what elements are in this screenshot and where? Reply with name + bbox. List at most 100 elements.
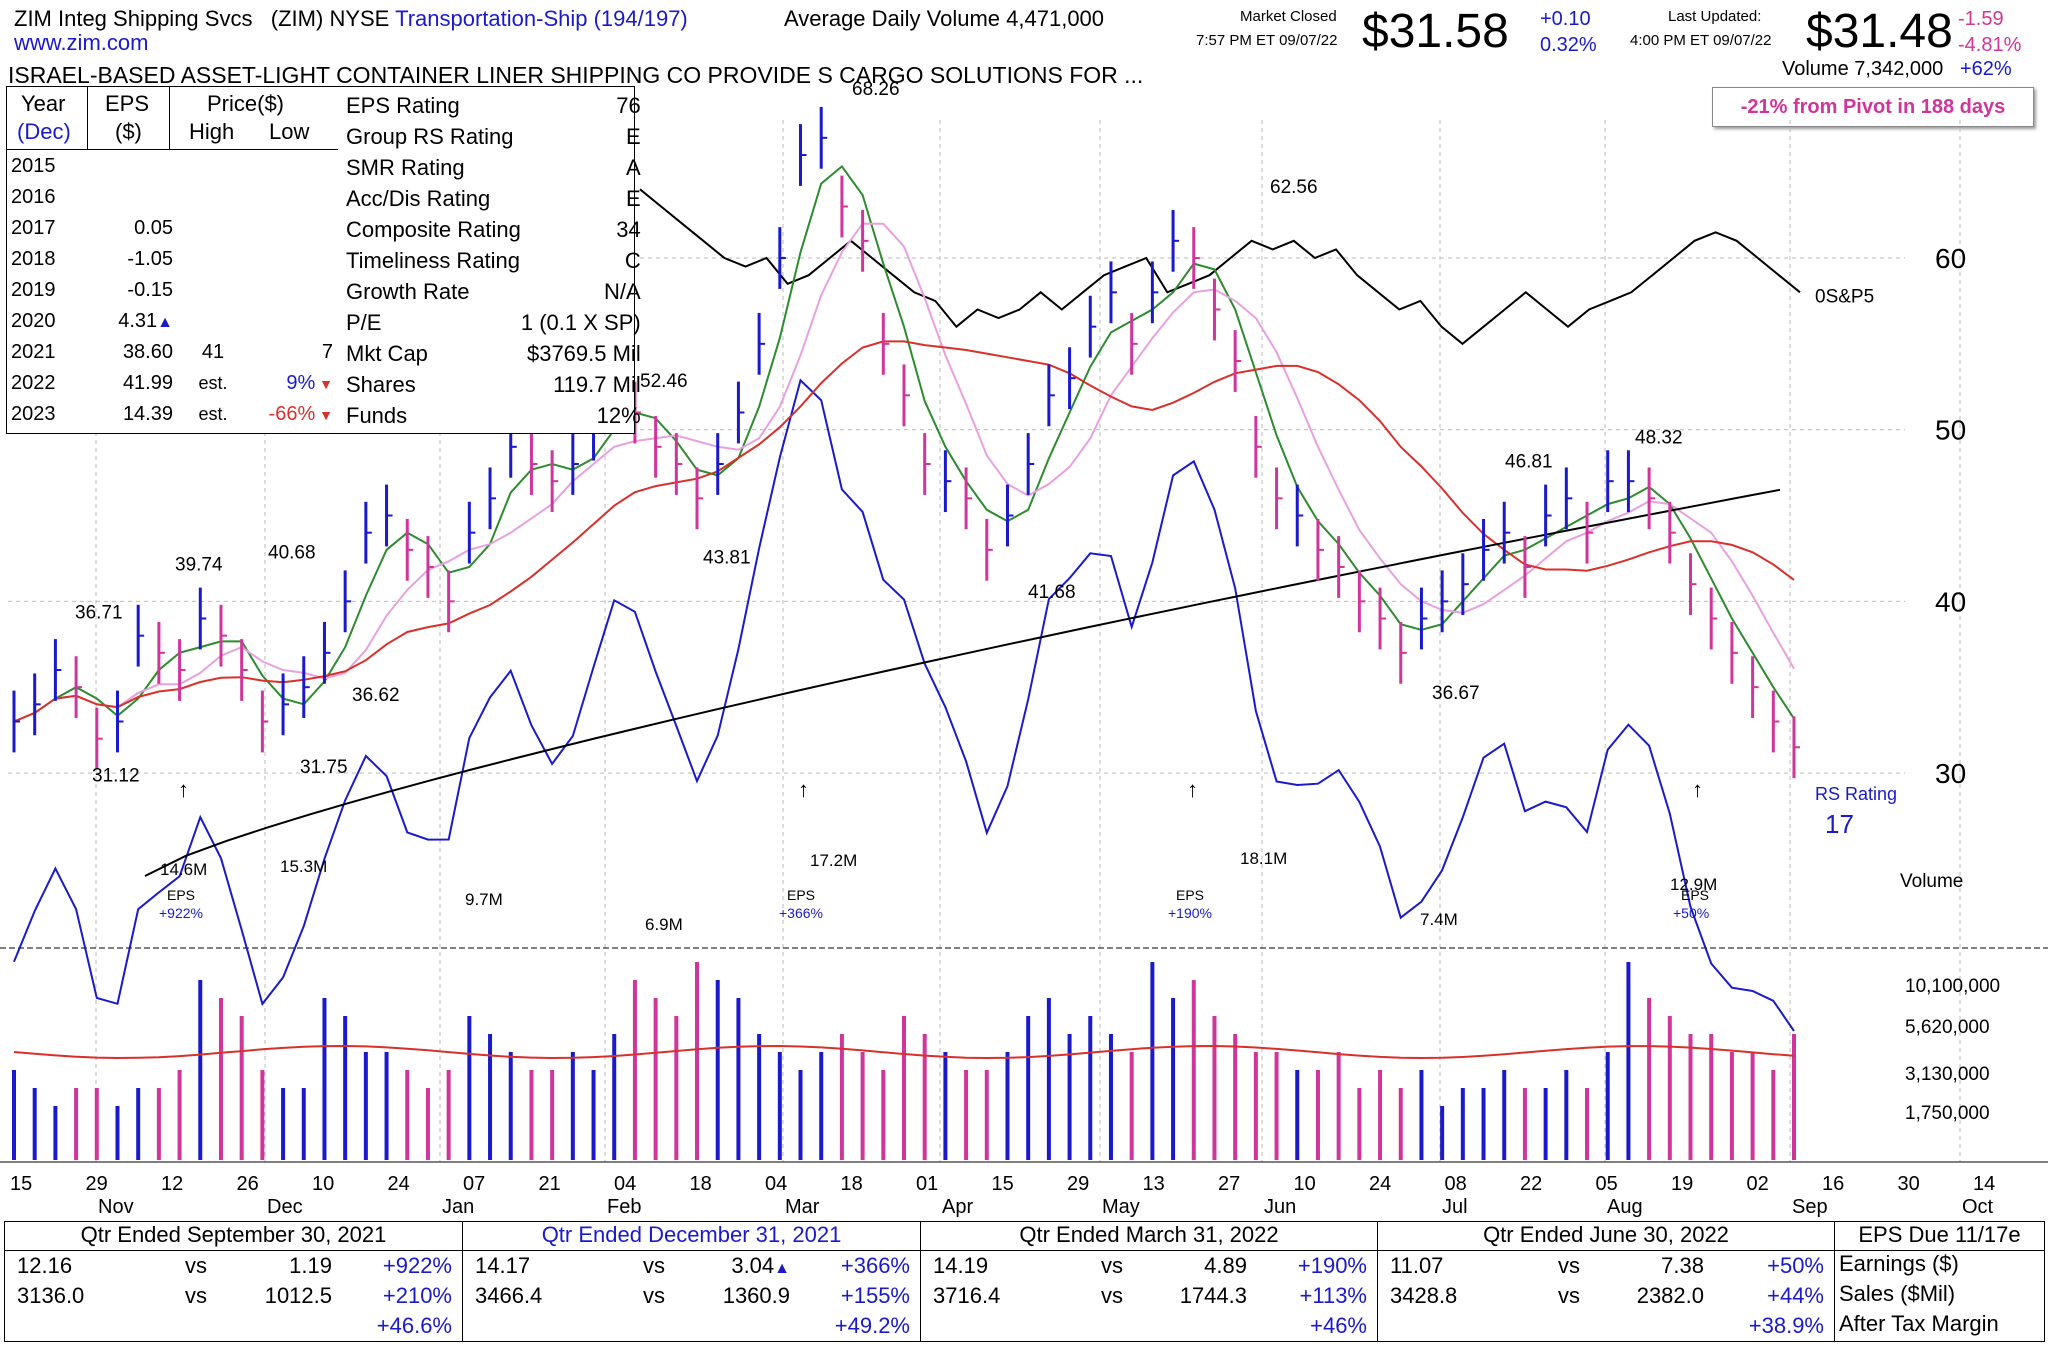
eps-table-header-low: Low [269, 119, 310, 144]
x-tick-label: 02 [1747, 1173, 1769, 1195]
rating-row: SMR Rating A [346, 152, 641, 183]
volume-tick-label: 5,620,000 [1905, 1017, 1990, 1038]
pivot-note-box: -21% from Pivot in 188 days [1712, 87, 2034, 127]
rating-row: EPS Rating 76 [346, 90, 641, 121]
eps-row: 2017 0.05 [11, 213, 333, 244]
rating-row: Growth Rate N/A [346, 276, 641, 307]
website-link[interactable]: www.zim.com [14, 30, 149, 55]
quarter-value: 3428.8 [1390, 1283, 1458, 1308]
eps-high [173, 151, 253, 182]
eps-due-label: Sales ($Mil) [1839, 1281, 1956, 1306]
quarter-value: vs [1558, 1283, 1580, 1308]
eps-low [253, 151, 333, 182]
rating-label: Mkt Cap [346, 340, 428, 366]
eps-year: 2015 [11, 155, 56, 177]
eps-marker-label: EPS [1681, 887, 1709, 903]
x-tick-label: 04 [614, 1173, 636, 1195]
x-tick-label: 13 [1143, 1173, 1165, 1195]
industry-link[interactable]: Transportation-Ship (194/197) [395, 6, 688, 31]
eps-row: 2023 14.39 est. -66% ▼ [11, 399, 333, 430]
rating-value: $3769.5 Mil [526, 340, 641, 366]
price-tick-label: 40 [1935, 586, 1966, 617]
eps-value: 38.60 [122, 341, 173, 363]
rating-value: E [626, 123, 641, 149]
x-tick-label: 16 [1822, 1173, 1844, 1195]
rating-label: SMR Rating [346, 154, 465, 180]
quarter-cell: Qtr Ended September 30, 2021 12.16 vs 1.19 +… [4, 1221, 463, 1342]
eps-marker-value: +922% [159, 905, 203, 921]
eps-value: -0.15 [127, 279, 173, 301]
quarter-cell: Qtr Ended June 30, 2022 11.07 vs 7.38 +50% 34… [1377, 1221, 1835, 1342]
x-tick-label: 22 [1520, 1173, 1542, 1195]
eps-year: 2017 [11, 217, 56, 239]
eps-row: 2021 38.60 41 7 [11, 337, 333, 368]
eps-value: -1.05 [127, 248, 173, 270]
eps-arrow-icon: ↑ [1187, 777, 1198, 802]
rating-row: Group RS Rating E [346, 121, 641, 152]
rs-rating-label: RS Rating [1815, 784, 1897, 804]
quarter-value: 1744.3 [1179, 1283, 1247, 1308]
volume-annotation: 12.9M [1670, 875, 1717, 894]
x-tick-label: 10 [312, 1173, 334, 1195]
eps-value [89, 182, 173, 213]
quarter-value: 3716.4 [933, 1283, 1001, 1308]
up-triangle-icon: ▲ [157, 314, 173, 331]
x-tick-label: 04 [765, 1173, 787, 1195]
price-annotation: 48.32 [1635, 427, 1683, 448]
volume-tick-label: 10,100,000 [1905, 976, 2000, 997]
x-tick-label: 05 [1596, 1173, 1618, 1195]
eps-high: est. [198, 404, 228, 424]
eps-arrow-icon: ↑ [798, 777, 809, 802]
quarter-value: +44% [1767, 1283, 1824, 1308]
price-tick-label: 30 [1935, 758, 1966, 789]
price-annotation: 40.68 [268, 542, 316, 563]
price-chart: 30 40 50 60 0S&P5 RS Rating 17 36.71 31.12 39.74 4… [0, 80, 2048, 1218]
quarter-cell: Qtr Ended December 31, 2021 14.17 vs 3.04▲ +… [462, 1221, 921, 1342]
rating-label: Group RS Rating [346, 123, 514, 149]
quarter-row: 14.19 vs 4.89 +190% [921, 1251, 1377, 1281]
x-tick-label: 18 [841, 1173, 863, 1195]
quarter-row: 3136.0 vs 1012.5 +210% [5, 1281, 462, 1311]
eps-marker-label: EPS [167, 887, 195, 903]
rating-value: 34 [616, 216, 641, 242]
rating-label: EPS Rating [346, 92, 460, 118]
quarter-value: vs [1101, 1283, 1123, 1308]
eps-arrow-icon: ↑ [1692, 777, 1703, 802]
quarter-header: Qtr Ended June 30, 2022 [1378, 1222, 1834, 1251]
x-tick-label: 29 [86, 1173, 108, 1195]
quarter-row: +49.2% [463, 1311, 920, 1341]
x-tick-label: 10 [1294, 1173, 1316, 1195]
quarter-value: 1360.9 [722, 1283, 790, 1308]
eps-marker-label: EPS [1176, 887, 1204, 903]
price-annotation: 31.75 [300, 757, 348, 778]
after-hours-change: +0.10 [1540, 8, 1591, 30]
sp500-label: 0S&P5 [1815, 286, 1874, 307]
eps-marker-value: +50% [1673, 905, 1709, 921]
quarter-value: +366% [840, 1253, 910, 1278]
quarter-value: vs [643, 1253, 665, 1278]
rating-value: C [624, 247, 641, 273]
quarter-value: vs [185, 1283, 207, 1308]
last-updated-label: Last Updated: [1668, 8, 1762, 25]
eps-year: 2019 [11, 279, 56, 301]
eps-low [253, 244, 333, 275]
volume-annotation: 18.1M [1240, 849, 1287, 868]
price-annotation: 41.68 [1028, 582, 1076, 603]
month-label: Jul [1442, 1196, 1468, 1218]
quarter-row: 3716.4 vs 1744.3 +113% [921, 1281, 1377, 1311]
eps-value [89, 151, 173, 182]
rating-value: E [626, 185, 641, 211]
x-tick-label: 29 [1067, 1173, 1089, 1195]
quarter-row: +38.9% [1378, 1311, 1834, 1341]
quarter-value: +210% [382, 1283, 452, 1308]
rating-label: Funds [346, 402, 408, 428]
eps-value: 4.31▲ [118, 310, 173, 332]
eps-due-cell: EPS Due 11/17e Earnings ($) Sales ($Mil) Af… [1834, 1221, 2045, 1342]
quarter-row: 3466.4 vs 1360.9 +155% [463, 1281, 920, 1311]
month-label: Jan [442, 1196, 474, 1218]
quarter-value: vs [1101, 1253, 1123, 1278]
rating-value: 76 [616, 92, 641, 118]
last-updated-time: 4:00 PM ET 09/07/22 [1630, 32, 1772, 49]
down-triangle-icon: ▼ [315, 376, 333, 392]
eps-high [173, 213, 253, 244]
